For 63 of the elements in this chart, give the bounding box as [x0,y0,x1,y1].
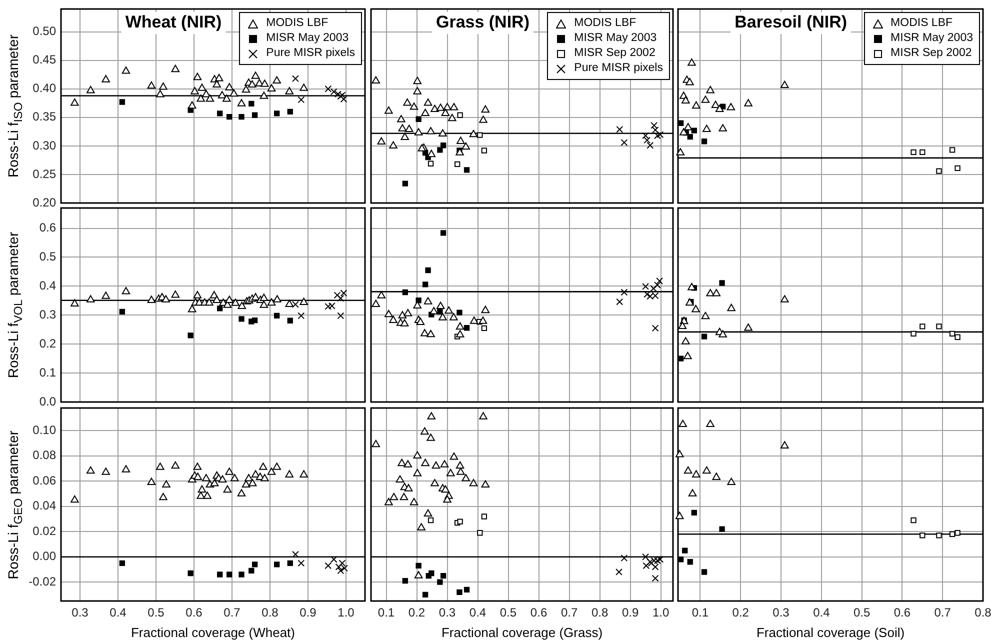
x-tick-label: 0.8 [974,606,992,620]
y-tick-label: 0.25 [32,166,56,181]
y-tick-label: 0.6 [39,220,56,235]
legend-label: MODIS LBF [266,16,328,31]
x-tick-label: 0.5 [148,606,165,620]
legend-label: MISR May 2003 [890,31,973,46]
legend-label: MISR Sep 2002 [890,46,972,61]
x-tick-label: 0.2 [408,606,426,620]
legend-label: Pure MISR pixels [574,61,663,76]
chart-title: Baresoil (NIR) [734,12,848,32]
y-tick-label: 0.4 [39,278,56,292]
x-tick-label: 0.6 [894,606,911,620]
x-tick-label: 0.3 [438,606,456,620]
y-tick-label: 0.00 [32,549,56,564]
x-tick-label: 0.9 [300,606,317,620]
y-tick-label: 0.50 [32,24,56,38]
x-tick-label: 0.7 [934,606,952,620]
x-tick-label: 1.0 [652,606,670,620]
legend-label: MISR May 2003 [266,31,349,46]
y-tick-label: 0.5 [39,250,56,264]
legend-label: MISR May 2003 [574,31,657,46]
y-tick-label: 0.3 [39,307,56,322]
x-axis-title: Fractional coverage (Soil) [756,625,905,640]
y-tick-label: 0.1 [39,365,56,380]
x-tick-label: 1.0 [338,606,355,620]
y-tick-label: 0.45 [32,52,56,67]
x-tick-label: 0.7 [560,606,578,620]
y-tick-label: 0.20 [32,195,56,210]
x-tick-label: 0.2 [732,606,750,620]
x-tick-label: 0.6 [530,606,548,620]
x-tick-label: 0.9 [622,606,639,620]
y-tick-label: 0.08 [32,448,56,462]
legend-label: MODIS LBF [890,16,953,31]
x-tick-label: 0.1 [692,606,709,620]
y-tick-label: 0.02 [32,524,56,538]
x-tick-label: 0.4 [469,606,486,620]
y-tick-label: 0.0 [39,394,56,408]
legend-label: MISR Sep 2002 [574,46,656,61]
y-tick-label: 0.06 [32,473,56,488]
legend-label: MODIS LBF [574,16,636,31]
y-tick-label: 0.35 [32,110,56,124]
y-tick-label: 0.40 [32,81,56,96]
y-tick-label: -0.02 [28,574,56,588]
x-tick-label: 0.5 [853,606,870,620]
y-tick-label: 0.10 [32,423,56,438]
x-tick-label: 0.7 [224,606,241,620]
x-tick-label: 0.3 [772,606,790,620]
chart-title: Grass (NIR) [436,12,530,32]
x-axis-title: Fractional coverage (Wheat) [130,625,296,640]
x-tick-label: 0.8 [591,606,608,620]
y-tick-label: 0.30 [32,138,56,152]
x-tick-label: 0.8 [262,606,279,620]
x-axis-title: Fractional coverage (Grass) [441,625,603,640]
chart-title: Wheat (NIR) [125,12,222,32]
y-tick-label: 0.2 [39,336,56,350]
x-tick-label: 0.3 [72,606,89,620]
y-tick-label: 0.04 [32,498,56,513]
x-tick-label: 0.6 [186,606,203,620]
x-tick-label: 0.4 [110,606,127,620]
x-tick-label: 0.1 [378,606,395,620]
x-tick-label: 0.4 [813,606,830,620]
legend-label: Pure MISR pixels [266,46,355,61]
x-tick-label: 0.5 [500,606,517,620]
